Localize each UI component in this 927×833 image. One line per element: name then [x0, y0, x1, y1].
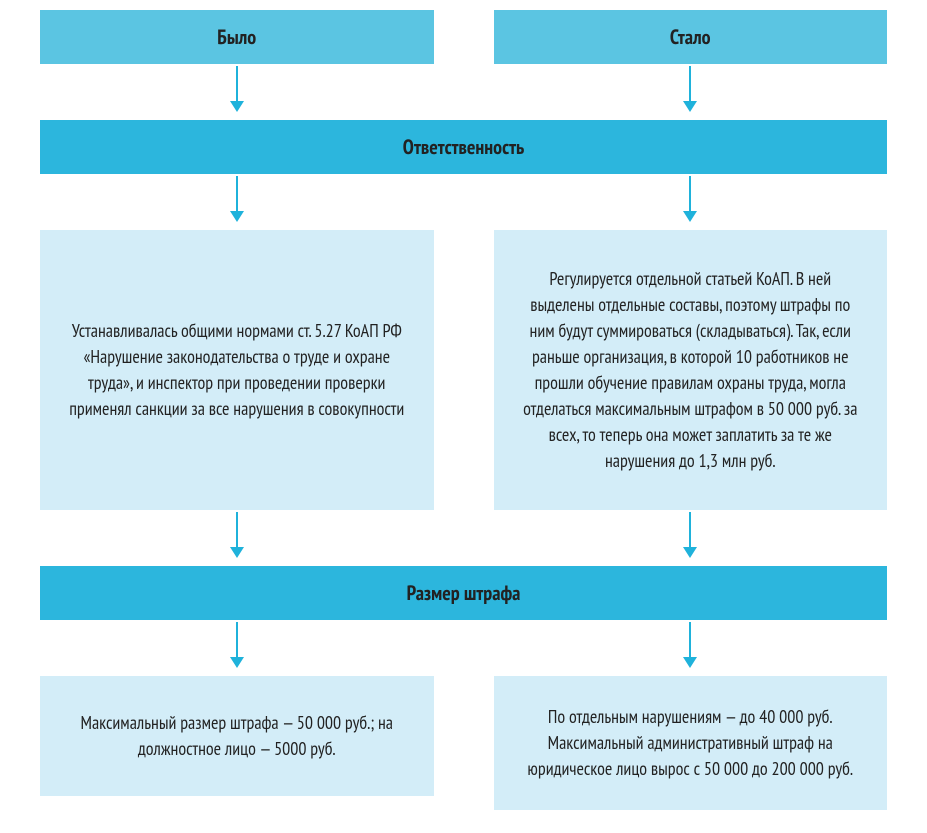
- arrow-down-icon: [236, 622, 238, 666]
- arrow-row-1: [0, 64, 927, 120]
- arrow-down-icon: [689, 176, 691, 220]
- section-fine-content: Максимальный размер штрафа — 50 000 руб.…: [0, 676, 927, 810]
- fine-after-box: По отдельным нарушениям — до 40 000 руб.…: [494, 676, 888, 810]
- header-before: Было: [40, 10, 434, 64]
- arrow-down-icon: [689, 512, 691, 556]
- header-col-left: Было: [40, 10, 434, 64]
- section-responsibility-title: Ответственность: [40, 120, 887, 174]
- header-col-right: Стало: [494, 10, 888, 64]
- section-responsibility-content: Устанавливалась общими нормами ст. 5.27 …: [0, 230, 927, 510]
- header-after: Стало: [494, 10, 888, 64]
- responsibility-after-box: Регулируется отдельной статьей КоАП. В н…: [494, 230, 888, 510]
- arrow-down-icon: [689, 622, 691, 666]
- arrow-down-icon: [236, 512, 238, 556]
- section-fine-title: Размер штрафа: [40, 566, 887, 620]
- arrow-down-icon: [236, 66, 238, 110]
- arrow-down-icon: [689, 66, 691, 110]
- header-row: Было Стало: [0, 10, 927, 64]
- responsibility-before-box: Устанавливалась общими нормами ст. 5.27 …: [40, 230, 434, 510]
- fine-before-box: Максимальный размер штрафа — 50 000 руб.…: [40, 676, 434, 796]
- arrow-row-3: [0, 510, 927, 566]
- arrow-row-4: [0, 620, 927, 676]
- comparison-flowchart: Было Стало Ответственность Устанавливала…: [0, 0, 927, 830]
- arrow-row-2: [0, 174, 927, 230]
- arrow-down-icon: [236, 176, 238, 220]
